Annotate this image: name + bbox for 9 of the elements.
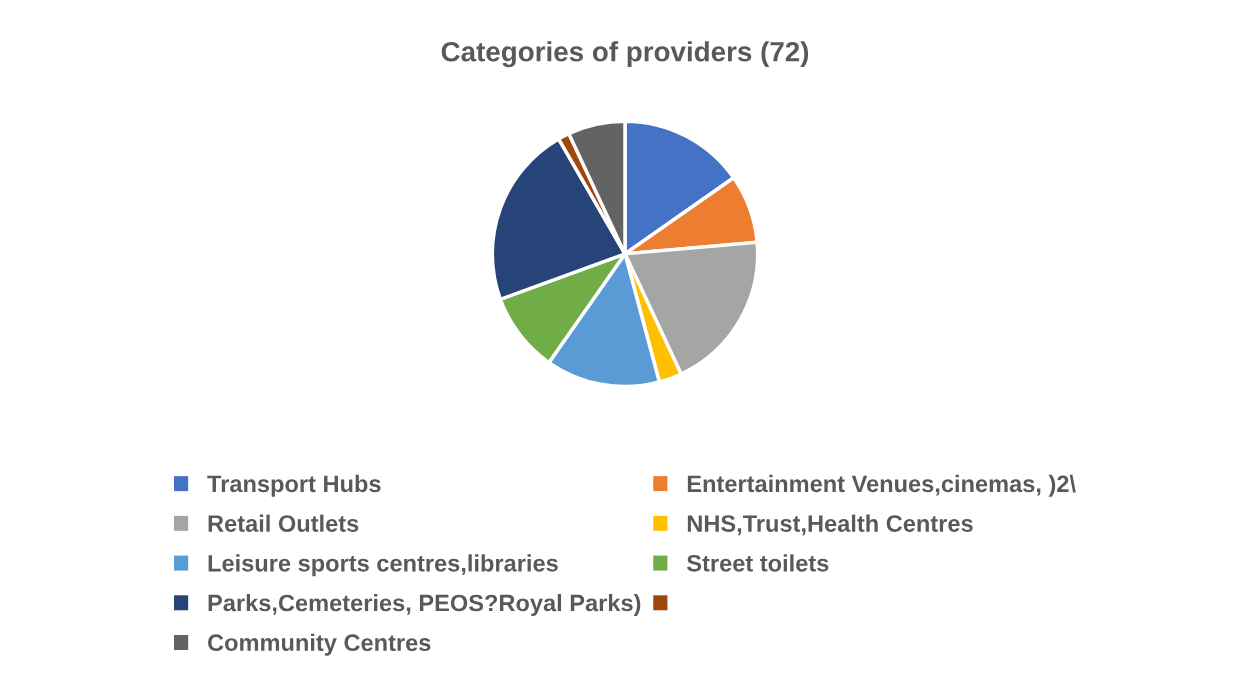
legend-label: Retail Outlets (208, 514, 359, 532)
legend-label: Entertainment Venues,cinemas, )2\ (687, 474, 1076, 497)
legend-label: Leisure sports centres,libraries (208, 554, 558, 577)
legend-label: NHS,Trust,Health Centres (687, 514, 973, 536)
legend-label: Community Centres (208, 633, 431, 656)
legend-label: Transport Hubs (207, 474, 381, 497)
legend-label: Street toilets (686, 554, 829, 572)
chart-title: Categories of providers (72) (441, 41, 809, 68)
legend-label: Parks,Cemeteries, PEOS?Royal Parks) (208, 594, 641, 617)
